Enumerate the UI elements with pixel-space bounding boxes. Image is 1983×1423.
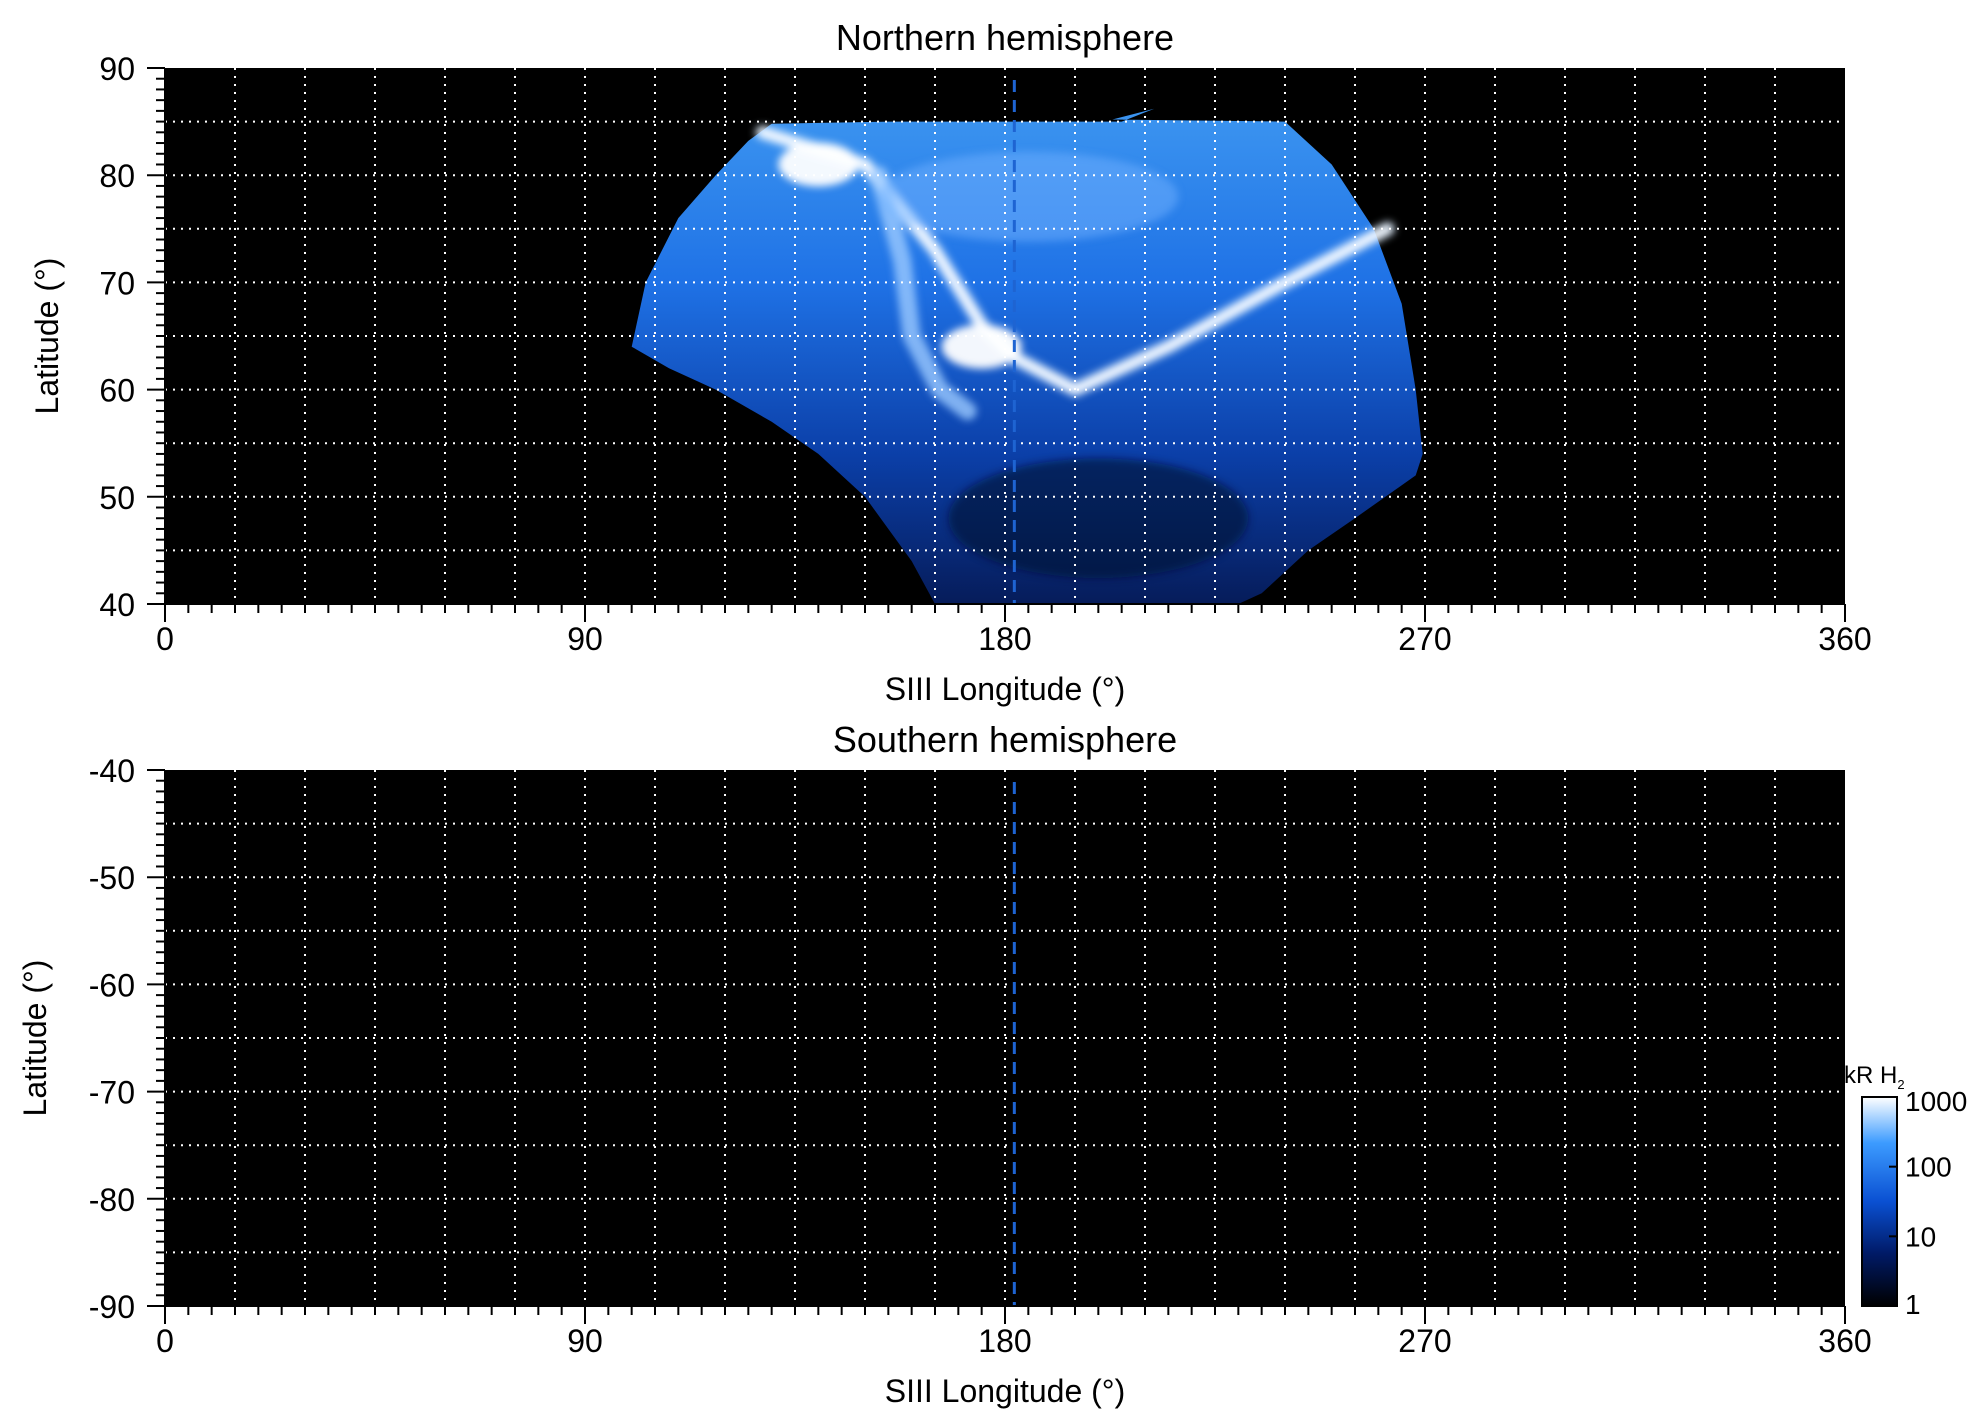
polar-cap-emission: [878, 151, 1179, 242]
colorbar-gradient: [1861, 1096, 1898, 1307]
y-tick-label: 50: [99, 480, 135, 516]
x-tick-label: 90: [567, 621, 603, 657]
x-tick-label: 90: [567, 1323, 603, 1359]
bright-emission-spot: [941, 324, 1022, 369]
y-tick-label: -60: [89, 967, 135, 1003]
y-tick-label: 40: [99, 587, 135, 623]
panel-title-north: Northern hemisphere: [836, 17, 1174, 58]
x-tick-label: 180: [978, 621, 1031, 657]
x-axis-label-north: SIII Longitude (°): [885, 671, 1125, 707]
panel-south: Southern hemisphere 0 90 180 270 360 -90 -80 -7…: [17, 719, 1872, 1409]
colorbar-tick-label: 1000: [1905, 1086, 1967, 1117]
panel-north: Northern hemisphere 0 90 180 270 360 40 50 60 70…: [29, 17, 1872, 707]
grid-south: [165, 770, 1845, 1306]
aurora-glow-layer: [755, 125, 1395, 579]
x-tick-label: 180: [978, 1323, 1031, 1359]
bright-emission-spot: [778, 142, 859, 187]
y-tick-label: 80: [99, 158, 135, 194]
secondary-auroral-arc: [870, 166, 977, 420]
grid-north: [165, 68, 1845, 604]
colorbar-tick-label: 10: [1905, 1221, 1936, 1252]
colorbar-label-main: kR H: [1844, 1062, 1897, 1089]
y-tick-label: -90: [89, 1289, 135, 1325]
y-axis-label-south: Latitude (°): [17, 960, 53, 1117]
x-tick-label: 360: [1818, 621, 1871, 657]
x-tick-label: 270: [1398, 621, 1451, 657]
x-tick-label: 360: [1818, 1323, 1871, 1359]
y-tick-label: -50: [89, 860, 135, 896]
y-tick-label: -80: [89, 1182, 135, 1218]
colorbar-tick-label: 100: [1905, 1152, 1952, 1183]
colorbar-label-subscript: 2: [1897, 1077, 1904, 1092]
y-tick-label: 60: [99, 373, 135, 409]
x-tick-label: 270: [1398, 1323, 1451, 1359]
colorbar: kR H2 1 10 100 1000: [1844, 1062, 1967, 1320]
y-axis-label-north: Latitude (°): [29, 258, 65, 415]
colorbar-label: kR H2: [1844, 1062, 1905, 1092]
y-tick-label: -70: [89, 1075, 135, 1111]
x-axis-label-south: SIII Longitude (°): [885, 1373, 1125, 1409]
panel-title-south: Southern hemisphere: [833, 719, 1177, 760]
x-tick-label: 0: [156, 1323, 174, 1359]
colorbar-tick-label: 1: [1905, 1289, 1921, 1320]
y-tick-label: 90: [99, 51, 135, 87]
y-tick-label: 70: [99, 265, 135, 301]
y-tick-label: -40: [89, 753, 135, 789]
low-latitude-noise: [948, 458, 1249, 579]
x-tick-label: 0: [156, 621, 174, 657]
